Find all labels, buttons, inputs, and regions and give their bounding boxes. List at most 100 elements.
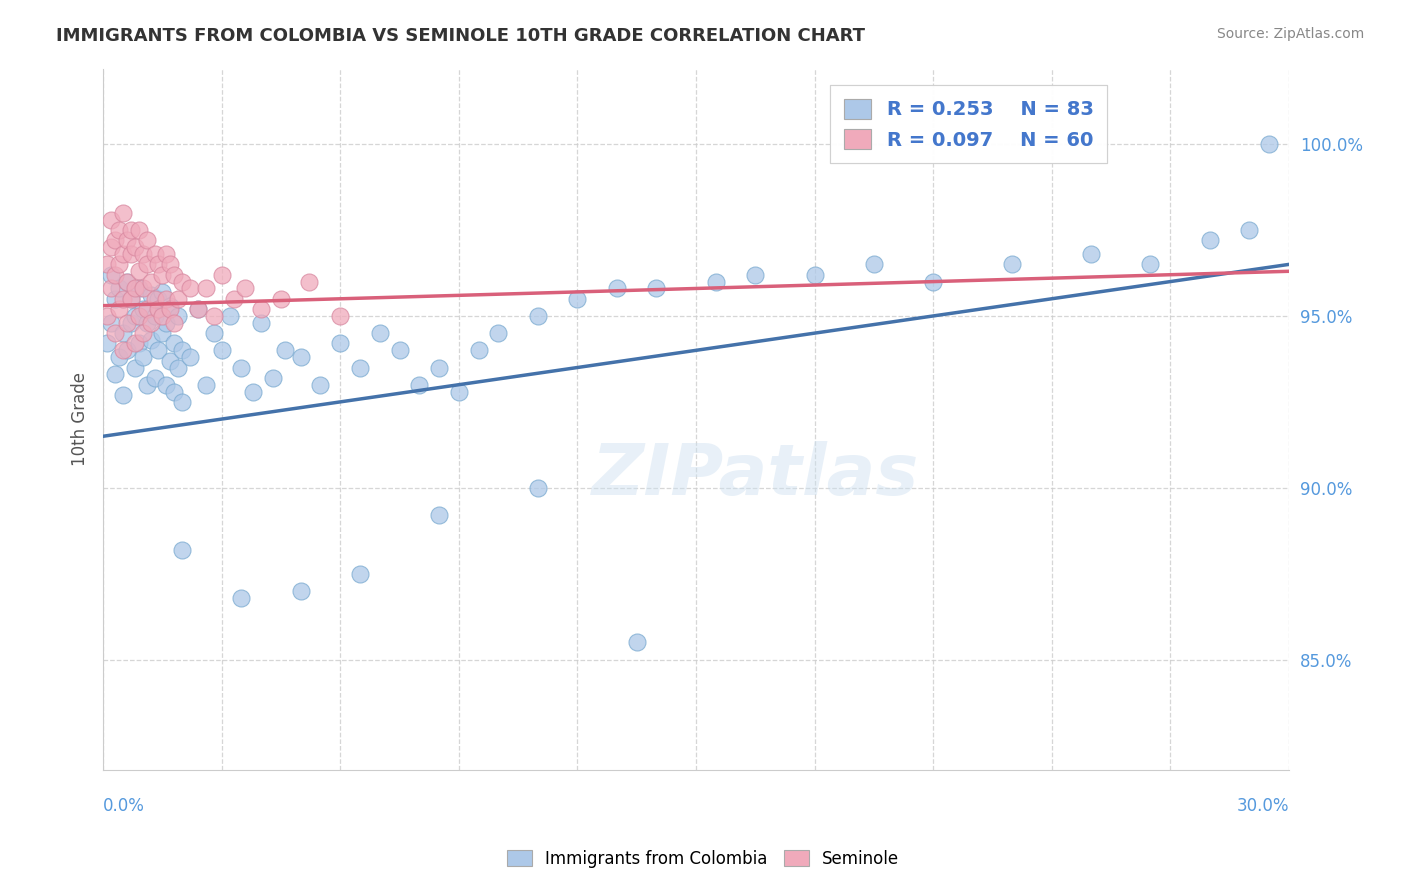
Point	[131, 326, 153, 340]
Point	[108, 350, 131, 364]
Point	[467, 343, 489, 358]
Point	[704, 275, 727, 289]
Point	[803, 268, 825, 282]
Point	[155, 247, 177, 261]
Point	[120, 247, 142, 261]
Point	[179, 350, 201, 364]
Point	[108, 302, 131, 317]
Point	[124, 309, 146, 323]
Point	[120, 292, 142, 306]
Point	[1258, 137, 1281, 152]
Legend: R = 0.253    N = 83, R = 0.097    N = 60: R = 0.253 N = 83, R = 0.097 N = 60	[831, 86, 1107, 163]
Point	[100, 212, 122, 227]
Point	[152, 309, 174, 323]
Point	[1080, 247, 1102, 261]
Point	[120, 223, 142, 237]
Point	[100, 316, 122, 330]
Point	[148, 292, 170, 306]
Point	[744, 268, 766, 282]
Point	[262, 371, 284, 385]
Point	[135, 377, 157, 392]
Point	[115, 275, 138, 289]
Point	[645, 281, 668, 295]
Point	[427, 508, 450, 523]
Point	[148, 257, 170, 271]
Point	[139, 333, 162, 347]
Point	[135, 316, 157, 330]
Point	[242, 384, 264, 399]
Point	[211, 343, 233, 358]
Point	[139, 275, 162, 289]
Point	[155, 292, 177, 306]
Point	[163, 336, 186, 351]
Point	[135, 233, 157, 247]
Point	[163, 316, 186, 330]
Point	[388, 343, 411, 358]
Legend: Immigrants from Colombia, Seminole: Immigrants from Colombia, Seminole	[501, 844, 905, 875]
Point	[104, 368, 127, 382]
Point	[115, 343, 138, 358]
Point	[194, 281, 217, 295]
Text: 0.0%: 0.0%	[103, 797, 145, 815]
Point	[148, 343, 170, 358]
Point	[155, 377, 177, 392]
Point	[163, 268, 186, 282]
Point	[111, 247, 134, 261]
Text: IMMIGRANTS FROM COLOMBIA VS SEMINOLE 10TH GRADE CORRELATION CHART: IMMIGRANTS FROM COLOMBIA VS SEMINOLE 10T…	[56, 27, 865, 45]
Point	[155, 316, 177, 330]
Point	[100, 240, 122, 254]
Point	[447, 384, 470, 399]
Point	[131, 302, 153, 317]
Point	[1198, 233, 1220, 247]
Point	[128, 309, 150, 323]
Point	[167, 292, 190, 306]
Point	[135, 257, 157, 271]
Point	[124, 281, 146, 295]
Point	[218, 309, 240, 323]
Point	[159, 353, 181, 368]
Point	[120, 316, 142, 330]
Point	[235, 281, 257, 295]
Point	[329, 309, 352, 323]
Point	[862, 257, 884, 271]
Point	[187, 302, 209, 317]
Point	[194, 377, 217, 392]
Point	[148, 302, 170, 317]
Point	[486, 326, 509, 340]
Point	[172, 343, 194, 358]
Point	[111, 326, 134, 340]
Point	[231, 591, 253, 605]
Point	[124, 240, 146, 254]
Point	[115, 233, 138, 247]
Point	[167, 360, 190, 375]
Point	[128, 281, 150, 295]
Point	[211, 268, 233, 282]
Point	[135, 302, 157, 317]
Point	[104, 292, 127, 306]
Point	[298, 275, 321, 289]
Point	[104, 233, 127, 247]
Point	[172, 395, 194, 409]
Point	[131, 350, 153, 364]
Point	[349, 566, 371, 581]
Point	[100, 281, 122, 295]
Y-axis label: 10th Grade: 10th Grade	[72, 372, 89, 467]
Point	[527, 309, 550, 323]
Point	[202, 309, 225, 323]
Point	[626, 635, 648, 649]
Point	[115, 275, 138, 289]
Point	[96, 257, 118, 271]
Point	[111, 388, 134, 402]
Point	[202, 326, 225, 340]
Point	[349, 360, 371, 375]
Point	[368, 326, 391, 340]
Point	[187, 302, 209, 317]
Point	[250, 316, 273, 330]
Point	[167, 309, 190, 323]
Point	[231, 360, 253, 375]
Point	[128, 264, 150, 278]
Point	[1139, 257, 1161, 271]
Point	[143, 371, 166, 385]
Point	[274, 343, 297, 358]
Point	[111, 343, 134, 358]
